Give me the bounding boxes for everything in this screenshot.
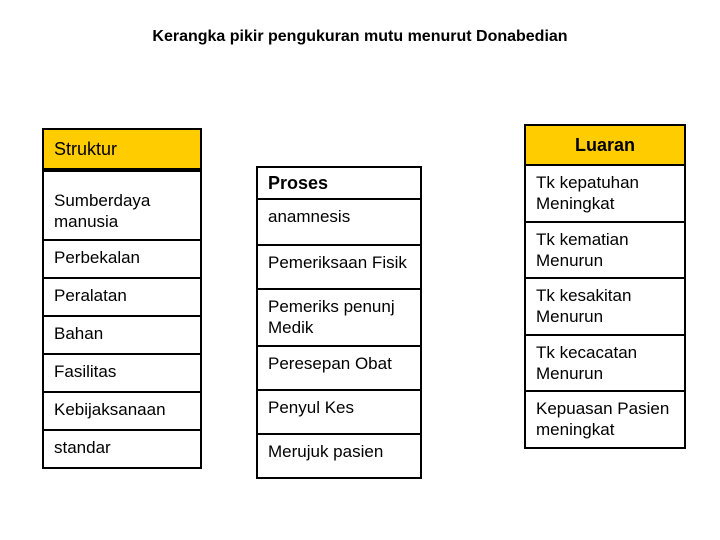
struktur-item: Kebijaksanaan	[44, 391, 200, 429]
struktur-item: Bahan	[44, 315, 200, 353]
proses-header: Proses	[258, 168, 420, 200]
struktur-column: Struktur Sumberdaya manusia Perbekalan P…	[42, 128, 202, 469]
struktur-spacer	[44, 170, 200, 184]
luaran-item: Tk kepatuhan Meningkat	[526, 166, 684, 221]
struktur-item: standar	[44, 429, 200, 467]
struktur-item: Fasilitas	[44, 353, 200, 391]
proses-item: Pemeriksaan Fisik	[258, 244, 420, 288]
luaran-item: Tk kematian Menurun	[526, 221, 684, 278]
proses-item: Penyul Kes	[258, 389, 420, 433]
struktur-item: Perbekalan	[44, 239, 200, 277]
luaran-item: Tk kecacatan Menurun	[526, 334, 684, 391]
struktur-header: Struktur	[44, 130, 200, 170]
luaran-column: Luaran Tk kepatuhan Meningkat Tk kematia…	[524, 124, 686, 449]
proses-item: Peresepan Obat	[258, 345, 420, 389]
struktur-item: Peralatan	[44, 277, 200, 315]
luaran-item: Kepuasan Pasien meningkat	[526, 390, 684, 447]
struktur-item: Sumberdaya manusia	[44, 184, 200, 239]
proses-item: anamnesis	[258, 200, 420, 244]
proses-column: Proses anamnesis Pemeriksaan Fisik Pemer…	[256, 166, 422, 479]
diagram-title: Kerangka pikir pengukuran mutu menurut D…	[0, 28, 720, 46]
proses-item: Pemeriks penunj Medik	[258, 288, 420, 345]
luaran-header: Luaran	[526, 126, 684, 166]
proses-item: Merujuk pasien	[258, 433, 420, 477]
luaran-item: Tk kesakitan Menurun	[526, 277, 684, 334]
